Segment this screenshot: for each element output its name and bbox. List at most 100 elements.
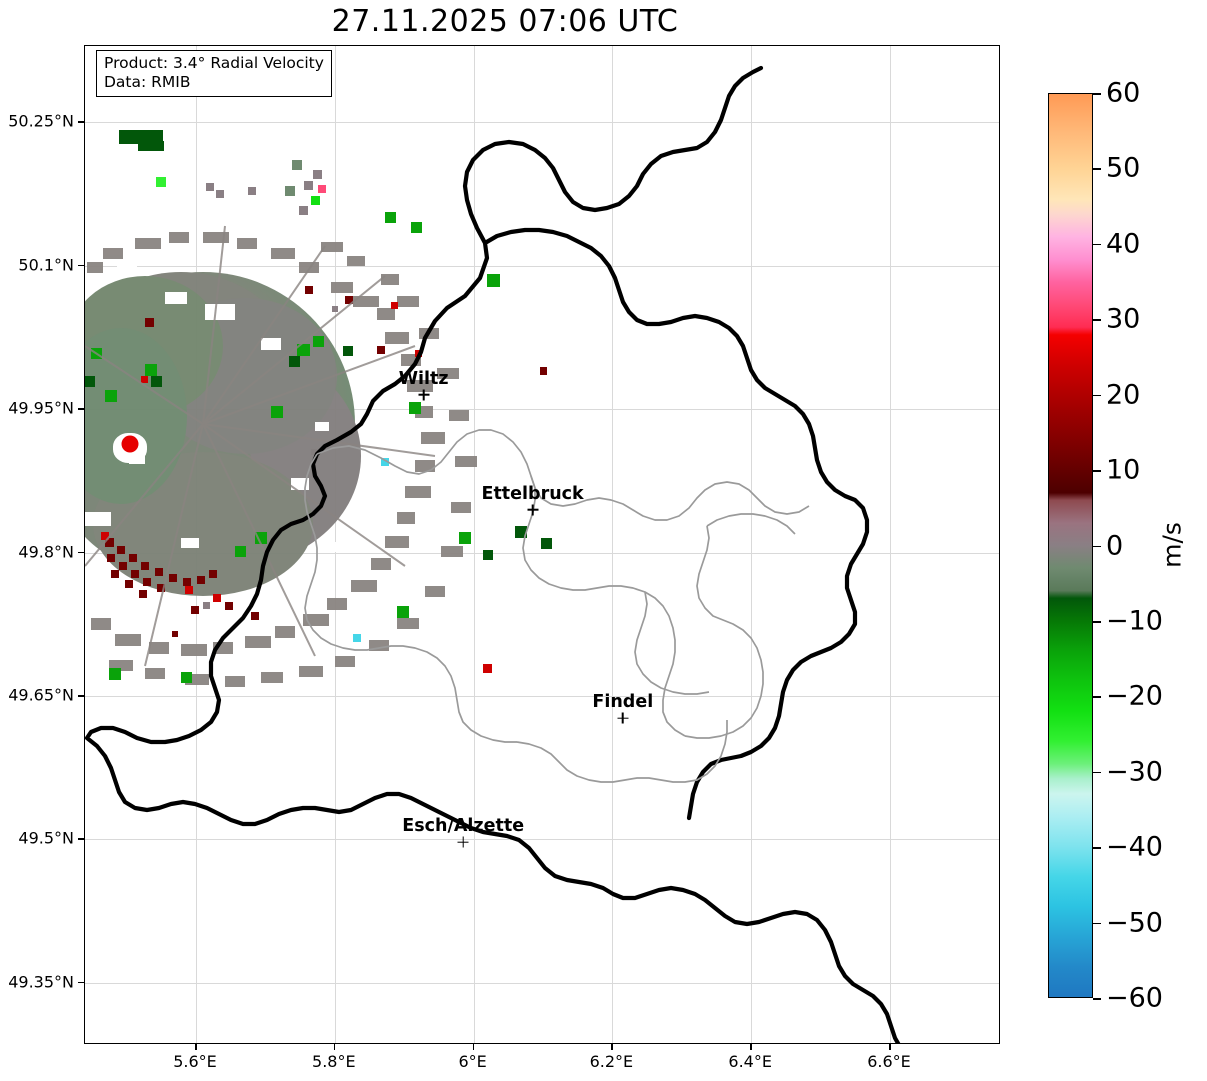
legend-data-line: Data: RMIB [104,73,191,91]
radar-echo-cell [299,205,309,215]
district-border-capital [634,591,710,695]
city-marker-esch-alzette [458,837,469,848]
x-tick-mark [888,1044,891,1050]
x-tick-mark [333,1044,336,1050]
y-tick-mark [78,981,84,984]
colorbar-tick-label: 10 [1106,454,1141,486]
colorbar-tick-mark [1093,243,1101,246]
radar-reflectivity-blob [85,212,552,687]
y-tick-label: 49.35°N [8,972,74,992]
city-marker-findel [617,713,628,724]
x-tick-label: 5.6°E [173,1052,217,1071]
x-tick-mark [611,1044,613,1050]
page-title: 27.11.2025 07:06 UTC [331,4,679,39]
radar-echo-cell [118,129,163,144]
city-label-ettelbruck: Ettelbruck [481,483,584,504]
gridline-vertical [751,46,753,1043]
y-tick-mark [78,264,84,267]
radar-echo-cell [156,176,167,187]
colorbar-tick-mark [1093,545,1101,548]
colorbar-unit-label: m/s [1157,522,1187,568]
district-border-wiltz-west [304,453,517,743]
y-tick-mark [78,695,84,697]
district-border-east [684,525,764,739]
gridline-horizontal [85,265,999,267]
gridline-horizontal [85,982,999,984]
map-borders-layer [85,65,901,1043]
x-tick-label: 6.6°E [867,1052,911,1071]
city-marker-wiltz [418,389,429,400]
gridline-horizontal [85,122,999,124]
gridline-horizontal [85,696,999,698]
colorbar-tick-label: −50 [1106,907,1163,939]
gridline-horizontal [85,839,999,841]
gridline-vertical [473,46,475,1043]
colorbar-tick-mark [1093,394,1101,397]
radar-echo-cell [331,305,338,312]
gridline-vertical [612,46,614,1043]
y-tick-mark [78,838,84,841]
map-plot-area[interactable]: Wiltz Ettelbruck Findel Esch/Alzette [84,45,1000,1044]
city-label-findel: Findel [592,692,654,713]
x-tick-mark [750,1044,752,1050]
radar-echo-cell [205,182,214,191]
colorbar-tick-mark [1093,168,1101,170]
district-border-south [516,720,728,783]
luxembourg-national-border [85,65,901,1043]
x-tick-mark [472,1044,475,1050]
colorbar-tick-label: 50 [1106,152,1141,184]
city-marker-ettelbruck [527,504,538,515]
y-tick-label: 49.65°N [8,685,74,705]
colorbar-tick-label: 40 [1106,228,1141,260]
x-tick-label: 5.8°E [312,1052,356,1071]
city-label-wiltz: Wiltz [398,368,449,389]
colorbar-tick-mark [1093,771,1101,774]
radar-echo-cell [284,186,295,197]
radar-echo-cell [247,187,256,196]
colorbar-tick-label: 0 [1106,530,1124,561]
colorbar-tick-mark [1093,93,1101,95]
radar-site-marker [121,435,139,453]
y-tick-mark [78,121,84,124]
colorbar-tick-mark [1093,470,1101,472]
colorbar-tick-label: 30 [1106,303,1141,335]
radar-echo-cell [539,367,547,376]
legend-product-line: Product: 3.4° Radial Velocity [104,54,324,72]
colorbar-tick-label: 60 [1106,77,1141,109]
gridline-horizontal [85,552,999,554]
x-tick-label: 6.4°E [728,1052,772,1071]
y-tick-label: 49.5°N [18,828,74,848]
gridline-horizontal [85,409,999,411]
colorbar-tick-label: −10 [1106,605,1163,637]
colorbar-tick-mark [1093,620,1101,623]
colorbar-tick-label: −60 [1106,982,1163,1014]
colorbar-tick-mark [1093,847,1101,849]
colorbar-tick-label: −30 [1106,756,1163,788]
radar-echo-cell [291,160,302,171]
district-border-north [316,429,810,521]
radar-echo-cell [172,630,179,637]
y-tick-label: 49.95°N [8,398,74,418]
radar-echo-cell [318,185,327,194]
radar-echo-cell [310,196,320,206]
y-axis: 50.25°N 50.1°N 49.95°N 49.8°N 49.65°N 49.5°N 4… [0,0,78,1081]
colorbar-tick-mark [1093,998,1101,1000]
velocity-colorbar[interactable] [1048,93,1093,998]
x-tick-label: 6.2°E [589,1052,634,1071]
colorbar-tick-mark [1093,696,1101,698]
colorbar-tick-mark [1093,922,1101,925]
x-tick-mark [195,1044,197,1050]
colorbar-tick-label: −40 [1106,831,1163,863]
radar-echo-cell [137,141,164,152]
product-legend-box: Product: 3.4° Radial Velocity Data: RMIB [96,50,332,97]
y-tick-label: 50.1°N [18,255,74,275]
colorbar-tick-mark [1093,319,1101,321]
y-tick-label: 49.8°N [18,542,74,562]
colorbar-tick-label: −20 [1106,680,1163,712]
gridline-vertical [889,46,891,1043]
y-tick-mark [78,408,84,410]
colorbar-gradient [1049,94,1092,997]
radar-echo-cell [216,190,225,199]
radar-echo-cell [202,601,210,609]
radar-echo-cell [303,181,313,191]
